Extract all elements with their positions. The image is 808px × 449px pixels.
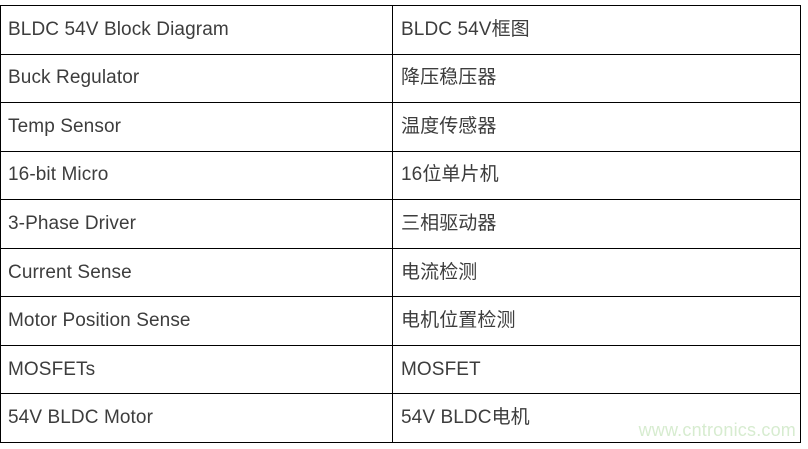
cell-chinese-term: BLDC 54V框图	[392, 5, 801, 55]
table-body: BLDC 54V Block Diagram BLDC 54V框图 Buck Reg…	[0, 5, 801, 443]
cell-chinese-term: 降压稳压器	[392, 53, 801, 104]
cell-english-term: 16-bit Micro	[0, 150, 393, 201]
cell-english-term: BLDC 54V Block Diagram	[0, 5, 393, 55]
table-row: Motor Position Sense 电机位置检测	[0, 296, 801, 346]
cell-chinese-term: 电机位置检测	[392, 296, 801, 346]
cell-chinese-term: MOSFET	[392, 344, 801, 395]
bilingual-glossary-table: BLDC 54V Block Diagram BLDC 54V框图 Buck Reg…	[0, 5, 801, 443]
table-row: Temp Sensor 温度传感器	[0, 102, 801, 152]
cell-english-term: Temp Sensor	[0, 102, 393, 152]
table-row: 3-Phase Driver 三相驱动器	[0, 199, 801, 249]
table-row: 54V BLDC Motor 54V BLDC电机	[0, 393, 801, 443]
cell-chinese-term: 温度传感器	[392, 102, 801, 152]
table-row: 16-bit Micro 16位单片机	[0, 150, 801, 201]
cell-chinese-term: 54V BLDC电机	[392, 393, 801, 443]
table-row: BLDC 54V Block Diagram BLDC 54V框图	[0, 5, 801, 55]
cell-english-term: Current Sense	[0, 247, 393, 298]
cell-english-term: 54V BLDC Motor	[0, 393, 393, 443]
cell-chinese-term: 电流检测	[392, 247, 801, 298]
cell-english-term: Motor Position Sense	[0, 296, 393, 346]
table-row: Buck Regulator 降压稳压器	[0, 53, 801, 104]
cell-english-term: 3-Phase Driver	[0, 199, 393, 249]
cell-chinese-term: 16位单片机	[392, 150, 801, 201]
cell-english-term: MOSFETs	[0, 344, 393, 395]
cell-english-term: Buck Regulator	[0, 53, 393, 104]
table-row: Current Sense 电流检测	[0, 247, 801, 298]
table-row: MOSFETs MOSFET	[0, 344, 801, 395]
cell-chinese-term: 三相驱动器	[392, 199, 801, 249]
